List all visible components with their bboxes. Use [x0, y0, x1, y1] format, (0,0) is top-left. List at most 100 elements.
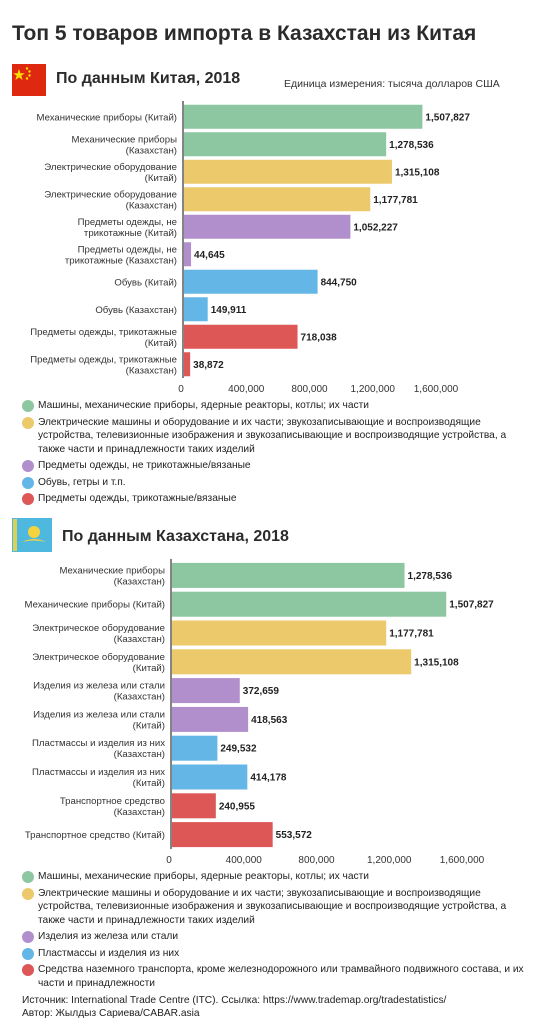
- legend-dot-icon: [22, 871, 34, 883]
- category-label: Предметы одежды, трикотажные: [30, 354, 177, 365]
- bar: [172, 764, 248, 790]
- legend-item: Предметы одежды, не трикотажные/вязаные: [22, 459, 527, 473]
- legend-item: Предметы одежды, трикотажные/вязаные: [22, 492, 527, 506]
- x-tick-label: 0: [166, 855, 172, 866]
- x-tick-label: 1,600,000: [414, 384, 459, 395]
- category-label: Обувь (Китай): [114, 277, 177, 288]
- legend-label: Электрические машины и оборудование и их…: [38, 887, 507, 926]
- bar: [184, 132, 387, 157]
- author-text: Автор: Жылдыз Сариева/CABAR.asia: [22, 1008, 200, 1019]
- category-label: (Китай): [133, 663, 165, 674]
- legend-label: Электрические машины и оборудование и их…: [38, 416, 507, 455]
- legend-item: Электрические машины и оборудование и их…: [22, 887, 527, 928]
- category-label: Обувь (Казахстан): [95, 305, 177, 316]
- legend-dot-icon: [22, 931, 34, 943]
- category-label: Предметы одежды, не: [78, 244, 177, 255]
- bar: [184, 104, 423, 129]
- legend-label: Обувь, гетры и т.п.: [38, 476, 126, 488]
- legend-label: Средства наземного транспорта, кроме жел…: [38, 964, 524, 989]
- category-label: Предметы одежды, трикотажные: [30, 327, 177, 338]
- category-label: трикотажные (Казахстан): [65, 255, 177, 266]
- value-label: 1,177,781: [389, 629, 434, 640]
- category-label: (Казахстан): [114, 692, 165, 703]
- category-label: (Казахстан): [114, 576, 165, 587]
- category-label: Транспортное средство: [60, 796, 165, 807]
- legend-dot-icon: [22, 887, 34, 900]
- category-label: (Казахстан): [126, 145, 177, 156]
- category-label: (Казахстан): [114, 807, 165, 818]
- category-label: Изделия из железа или стали: [33, 709, 165, 720]
- category-label: (Китай): [145, 173, 177, 184]
- legend-item: Пластмассы и изделия из них: [22, 947, 527, 961]
- bar: [184, 187, 371, 212]
- legend-item: Машины, механические приборы, ядерные ре…: [22, 399, 527, 413]
- category-label: Электрическое оборудование: [32, 652, 165, 663]
- category-label: Электрические оборудование: [44, 162, 177, 173]
- value-label: 1,507,827: [449, 600, 494, 611]
- bar: [184, 324, 298, 349]
- value-label: 553,572: [276, 830, 313, 841]
- value-label: 1,278,536: [389, 140, 434, 151]
- bar: [184, 214, 351, 239]
- x-tick-label: 1,600,000: [440, 855, 485, 866]
- legend-item: Электрические машины и оборудование и их…: [22, 416, 527, 457]
- legend-china: Машины, механические приборы, ядерные ре…: [22, 399, 527, 509]
- bar: [184, 242, 192, 267]
- value-label: 1,315,108: [395, 167, 440, 178]
- value-label: 844,750: [321, 277, 358, 288]
- category-label: Пластмассы и изделия из них: [32, 767, 165, 778]
- legend-item: Средства наземного транспорта, кроме жел…: [22, 963, 527, 990]
- category-label: Механические приборы (Китай): [24, 600, 165, 611]
- category-label: Транспортное средство (Китай): [25, 830, 165, 841]
- value-label: 149,911: [211, 305, 247, 316]
- legend-dot-icon: [22, 964, 34, 976]
- value-label: 249,532: [220, 744, 257, 755]
- chart-china: 1,507,827 Механические приборы (Китай) 1,2…: [30, 101, 470, 395]
- category-label: Электрические оборудование: [44, 189, 177, 200]
- category-label: Механические приборы (Китай): [36, 112, 177, 123]
- legend-label: Машины, механические приборы, ядерные ре…: [38, 400, 369, 411]
- bar: [172, 562, 405, 588]
- value-label: 1,278,536: [408, 571, 453, 582]
- legend-dot-icon: [22, 476, 34, 489]
- legend-item: Изделия из железа или стали: [22, 930, 527, 944]
- value-label: 240,955: [219, 801, 256, 812]
- category-label: (Китай): [133, 778, 165, 789]
- legend-label: Предметы одежды, трикотажные/вязаные: [38, 493, 237, 504]
- bar: [184, 159, 392, 184]
- x-tick-label: 1,200,000: [351, 384, 396, 395]
- china-flag-icon: [12, 64, 46, 96]
- legend-item: Машины, механические приборы, ядерные ре…: [22, 870, 527, 884]
- x-tick-label: 1,200,000: [367, 855, 412, 866]
- legend-label: Машины, механические приборы, ядерные ре…: [38, 871, 369, 882]
- bar: [172, 678, 240, 704]
- category-label: (Казахстан): [114, 634, 165, 645]
- value-label: 1,315,108: [414, 657, 459, 668]
- legend-dot-icon: [22, 947, 34, 960]
- category-label: Предметы одежды, не: [78, 217, 177, 228]
- category-label: Пластмассы и изделия из них: [32, 738, 165, 749]
- category-label: Механические приборы: [71, 134, 177, 145]
- value-label: 414,178: [250, 773, 287, 784]
- bar: [172, 620, 387, 646]
- source-text: Источник: International Trade Centre (IT…: [22, 995, 447, 1006]
- bar: [172, 591, 447, 617]
- bar: [184, 269, 318, 294]
- category-label: Электрическое оборудование: [32, 623, 165, 634]
- value-label: 1,177,781: [373, 195, 418, 206]
- value-label: 44,645: [194, 250, 225, 261]
- chart-china-title: По данным Китая, 2018: [56, 70, 241, 87]
- category-label: (Казахстан): [114, 749, 165, 760]
- legend-item: Обувь, гетры и т.п.: [22, 476, 527, 490]
- bar: [184, 352, 191, 377]
- value-label: 418,563: [251, 715, 288, 726]
- value-label: 1,507,827: [425, 112, 470, 123]
- x-tick-label: 400,000: [228, 384, 265, 395]
- bar: [172, 822, 273, 848]
- legend-dot-icon: [22, 400, 34, 412]
- legend-label: Пластмассы и изделия из них: [38, 947, 180, 959]
- chart-kazakhstan-title: По данным Казахстана, 2018: [62, 528, 289, 545]
- x-tick-label: 800,000: [298, 855, 335, 866]
- category-label: (Казахстан): [126, 200, 177, 211]
